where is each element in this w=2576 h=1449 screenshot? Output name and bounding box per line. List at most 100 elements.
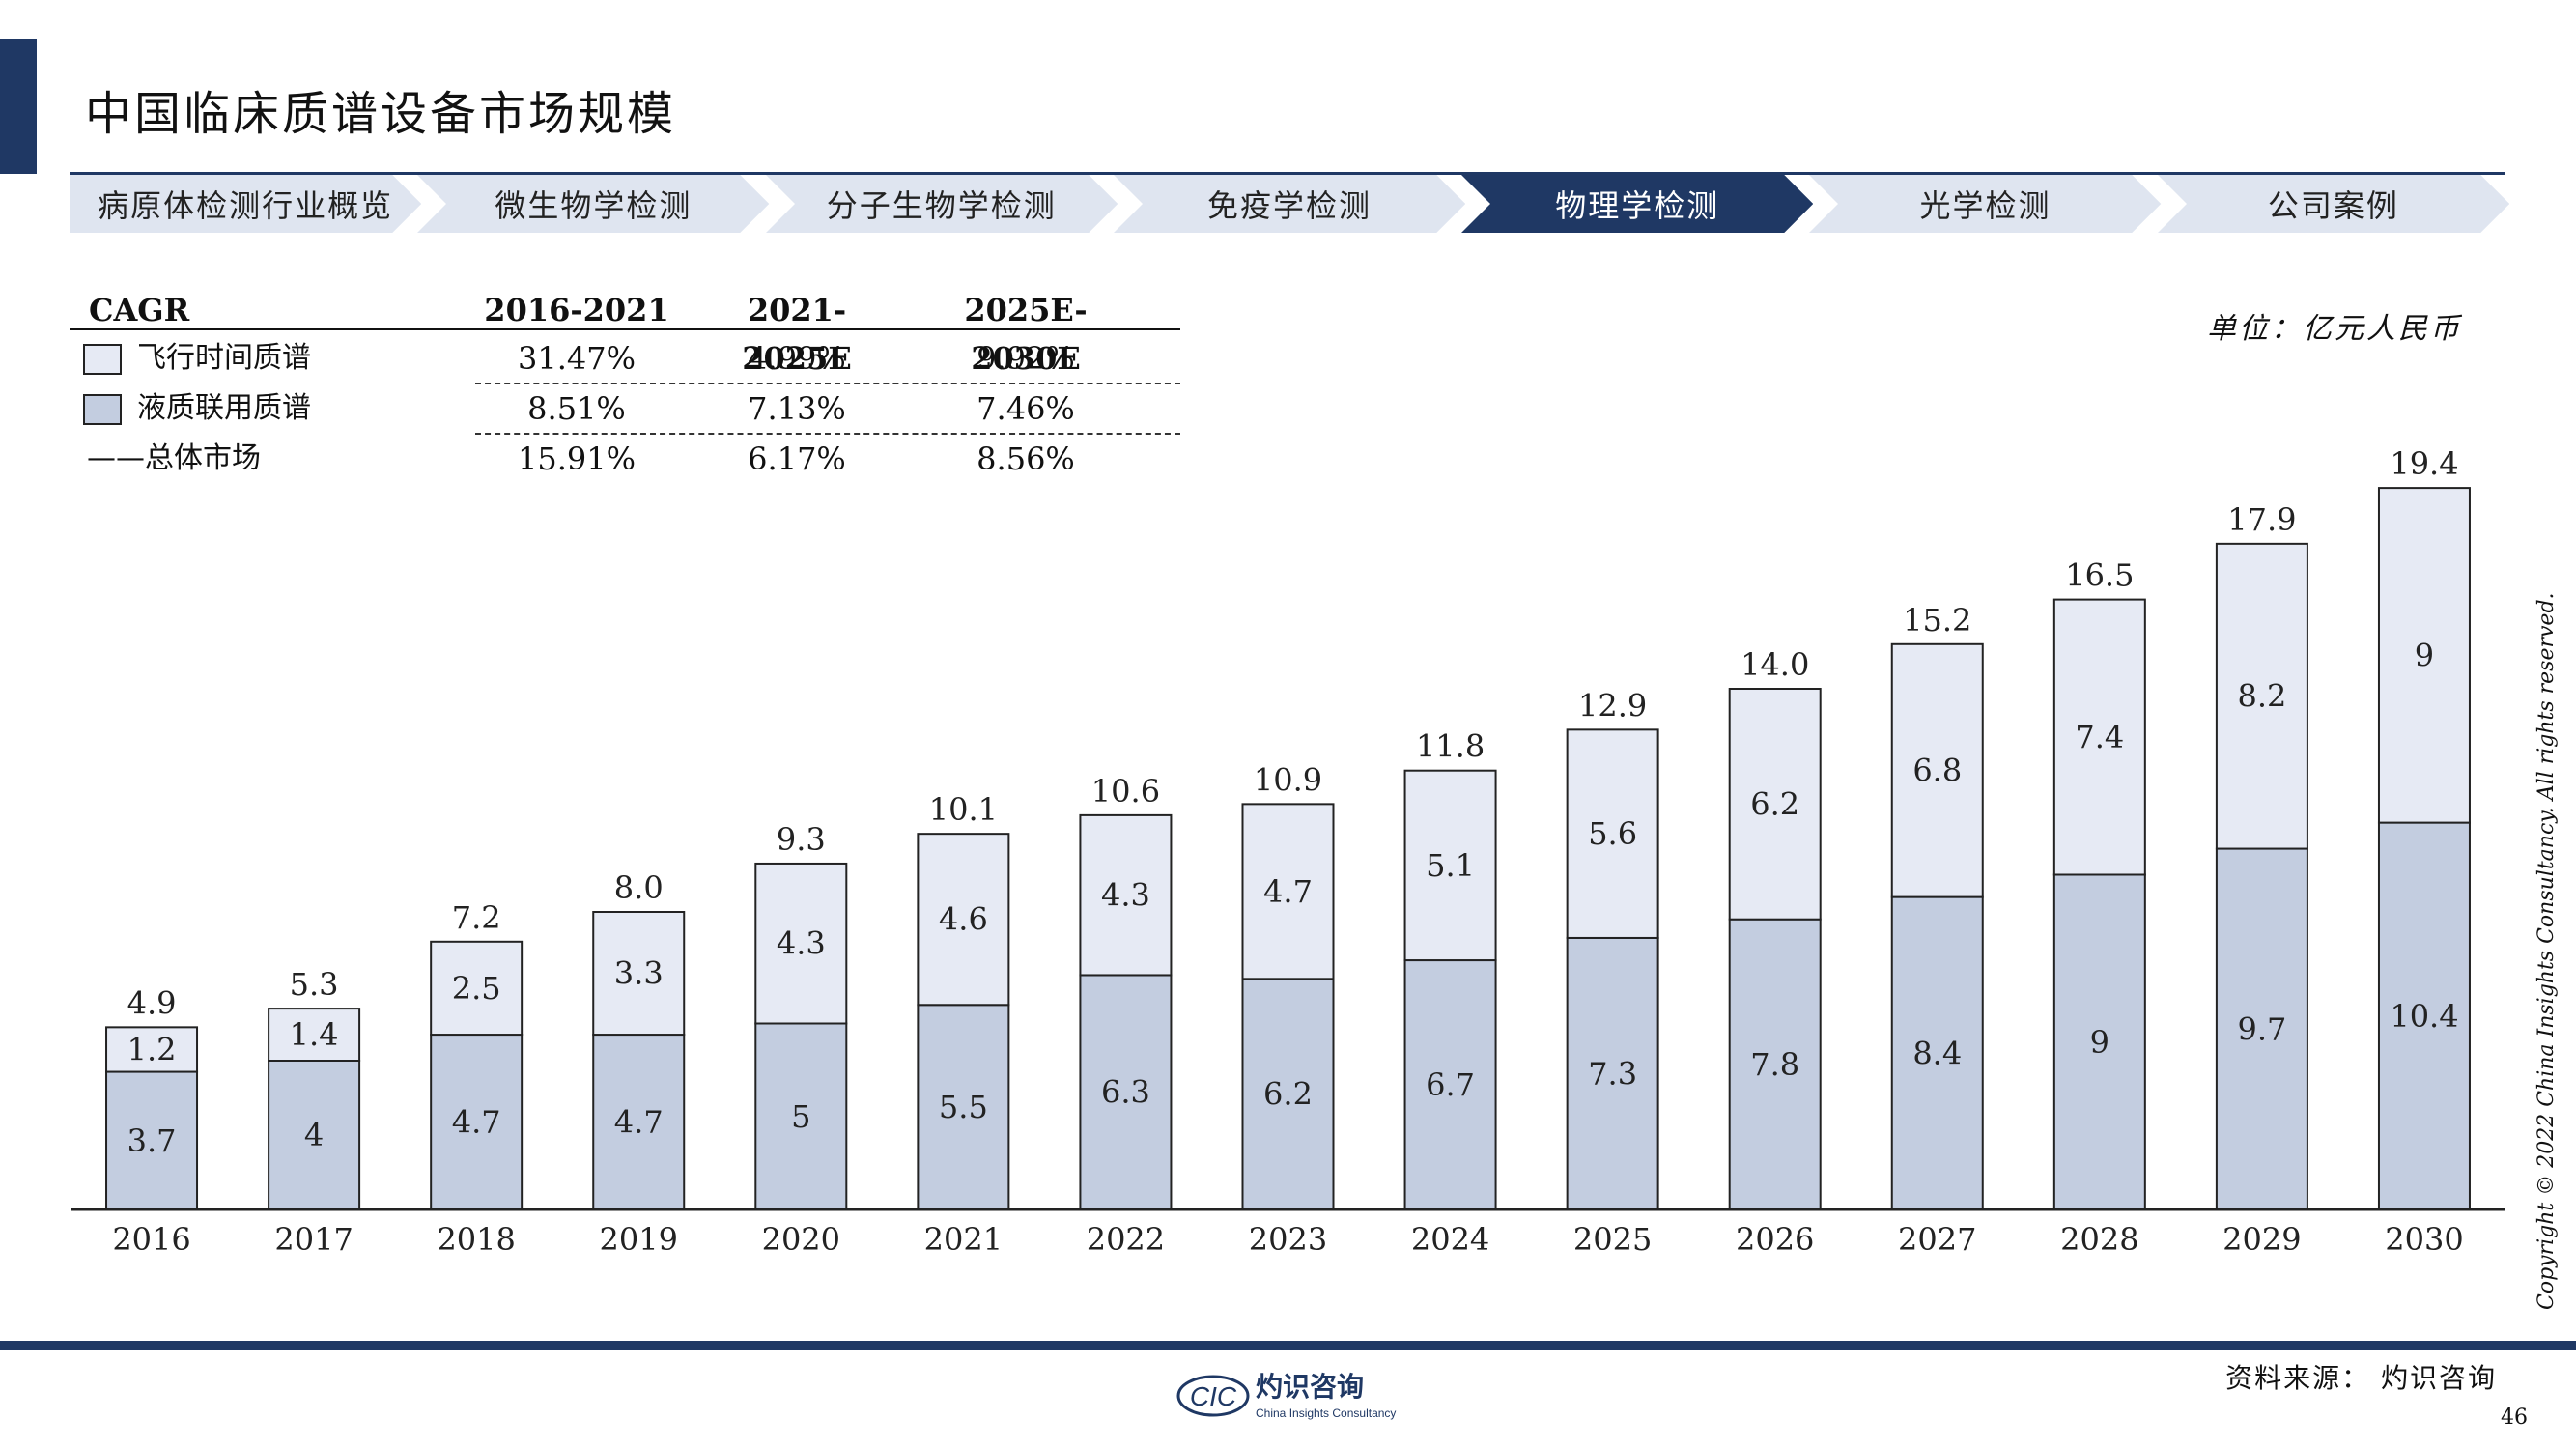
- cagr-row-label: ——总体市场: [87, 441, 261, 475]
- bar-segment-tof-ms: [430, 940, 524, 1037]
- data-label-tof-ms: 7.4: [2075, 719, 2124, 755]
- bar-segment-tof-ms: [105, 1026, 199, 1073]
- bar-segment-tof-ms: [1566, 728, 1659, 939]
- data-label-total: 12.9: [1578, 687, 1647, 724]
- cagr-value: 9.92%: [977, 340, 1075, 377]
- cic-logo: CIC 灼识咨询 China Insights Consultancy: [1176, 1371, 1396, 1420]
- bar-segment-tof-ms: [2052, 598, 2146, 876]
- nav-tab-chevron: [70, 175, 422, 233]
- nav-tab-label: 公司案例: [2267, 187, 2399, 224]
- x-tick-label: 2018: [437, 1221, 515, 1258]
- bar-segment-tof-ms: [1079, 813, 1173, 977]
- data-label-total: 7.2: [452, 899, 501, 936]
- data-label-lc-ms: 7.3: [1588, 1055, 1637, 1092]
- nav-tab-chevron: [1461, 175, 1814, 233]
- nav-tab-5[interactable]: 物理学检测: [1461, 175, 1814, 233]
- bar-segment-lc-ms: [1403, 959, 1497, 1210]
- x-tick-label: 2030: [2385, 1221, 2463, 1258]
- x-tick-label: 2023: [1249, 1221, 1327, 1258]
- nav-tab-2[interactable]: 微生物学检测: [417, 175, 770, 233]
- data-label-total: 17.9: [2227, 501, 2296, 538]
- data-label-lc-ms: 6.2: [1263, 1076, 1313, 1113]
- bar-segment-tof-ms: [268, 1008, 361, 1062]
- nav-tab-label: 微生物学检测: [495, 187, 693, 224]
- logo-mark: CIC: [1190, 1381, 1237, 1411]
- page-number: 46: [2501, 1406, 2528, 1430]
- data-label-lc-ms: 5.5: [939, 1089, 988, 1125]
- data-label-lc-ms: 8.4: [1912, 1035, 1962, 1071]
- x-tick-label: 2021: [924, 1221, 1003, 1258]
- data-label-lc-ms: 6.3: [1101, 1074, 1150, 1111]
- data-label-tof-ms: 4.3: [777, 925, 826, 962]
- logo-name: 灼识咨询: [1256, 1371, 1364, 1403]
- x-tick-label: 2016: [112, 1221, 190, 1258]
- title-accent-bar: [0, 39, 37, 174]
- cagr-header-cell: 2025E-2030E: [964, 292, 1088, 377]
- section-nav: 病原体检测行业概览 微生物学检测 分子生物学检测 免疫学检测 物理学检测 光学检测 公司案例: [70, 175, 2509, 233]
- x-tick-label: 2017: [274, 1221, 353, 1258]
- data-label-total: 15.2: [1903, 602, 1971, 639]
- legend-swatch: [83, 344, 122, 375]
- bar-segment-tof-ms: [1890, 642, 1984, 898]
- data-label-tof-ms: 3.3: [614, 955, 664, 992]
- data-label-lc-ms: 6.7: [1426, 1066, 1475, 1103]
- cagr-header-cell: 2016-2021: [484, 292, 669, 328]
- data-label-tof-ms: 4.6: [939, 901, 988, 938]
- x-tick-label: 2019: [600, 1221, 678, 1258]
- source-note: 资料来源： 灼识咨询: [2225, 1362, 2497, 1394]
- cagr-value: 31.47%: [517, 340, 636, 377]
- nav-tab-7[interactable]: 公司案例: [2157, 175, 2509, 233]
- data-label-total: 10.9: [1254, 761, 1322, 798]
- bar-segment-tof-ms: [2215, 542, 2308, 850]
- data-label-tof-ms: 6.2: [1750, 785, 1799, 822]
- data-label-lc-ms: 4.7: [452, 1104, 501, 1141]
- page-title: 中国临床质谱设备市场规模: [85, 87, 677, 141]
- x-tick-label: 2027: [1898, 1221, 1976, 1258]
- nav-tab-1[interactable]: 病原体检测行业概览: [70, 175, 422, 233]
- bar-segment-tof-ms: [1241, 803, 1335, 980]
- data-label-tof-ms: 2.5: [452, 970, 501, 1007]
- data-label-total: 8.0: [614, 869, 664, 906]
- x-tick-label: 2022: [1087, 1221, 1165, 1258]
- cagr-row-label: 液质联用质谱: [137, 391, 311, 425]
- copyright-text: Copyright © 2022 China Insights Consulta…: [2534, 592, 2559, 1310]
- cagr-header-cell: CAGR: [89, 292, 190, 328]
- data-label-total: 9.3: [777, 821, 826, 858]
- data-label-lc-ms: 4: [304, 1117, 324, 1153]
- data-label-tof-ms: 1.4: [290, 1016, 339, 1053]
- cagr-value: 7.46%: [977, 390, 1075, 427]
- cagr-row-divider: [475, 433, 1180, 435]
- cagr-value: 8.51%: [527, 390, 626, 427]
- data-label-total: 14.0: [1741, 646, 1809, 683]
- data-label-lc-ms: 7.8: [1750, 1046, 1799, 1083]
- legend-swatch: [83, 394, 122, 425]
- copyright-notice: Copyright © 2022 China Insights Consulta…: [2527, 592, 2559, 1314]
- data-label-tof-ms: 4.7: [1263, 873, 1313, 910]
- nav-tab-chevron: [2157, 175, 2509, 233]
- data-label-tof-ms: 5.6: [1588, 815, 1637, 852]
- bar-segment-tof-ms: [917, 833, 1010, 1007]
- data-label-lc-ms: 9: [2090, 1024, 2109, 1061]
- data-label-total: 10.6: [1091, 773, 1160, 810]
- nav-tab-label: 光学检测: [1919, 187, 2052, 224]
- cagr-row-divider: [475, 383, 1180, 384]
- data-label-tof-ms: 8.2: [2237, 678, 2286, 715]
- cagr-value: 4.99%: [748, 340, 846, 377]
- cagr-value: 15.91%: [517, 440, 636, 477]
- data-label-lc-ms: 4.7: [614, 1104, 664, 1141]
- data-label-tof-ms: 9: [2415, 637, 2434, 673]
- nav-tab-label: 物理学检测: [1555, 187, 1720, 224]
- cagr-header-cell: 2021-2025E: [742, 292, 852, 377]
- footer-line: [0, 1341, 2576, 1350]
- data-label-total: 5.3: [290, 966, 339, 1003]
- nav-tab-6[interactable]: 光学检测: [1809, 175, 2162, 233]
- cagr-header-row: CAGR 2016-2021 2021-2025E 2025E-2030E: [70, 286, 1180, 377]
- cagr-row: ——总体市场 15.91% 6.17% 8.56%: [70, 435, 1180, 483]
- nav-tab-4[interactable]: 免疫学检测: [1113, 175, 1466, 233]
- data-label-total: 4.9: [127, 984, 177, 1021]
- nav-tab-3[interactable]: 分子生物学检测: [765, 175, 1118, 233]
- cagr-row: 液质联用质谱 8.51% 7.13% 7.46%: [70, 384, 1180, 433]
- bar-segment-lc-ms: [430, 1034, 524, 1211]
- data-label-total: 11.8: [1416, 728, 1485, 765]
- x-tick-label: 2026: [1736, 1221, 1814, 1258]
